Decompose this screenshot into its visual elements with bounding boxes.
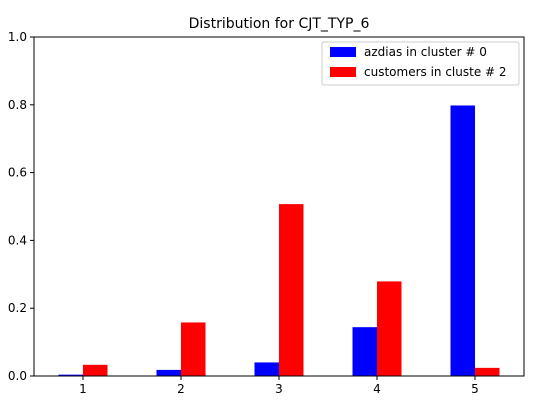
- bar-azdias-4: [352, 327, 377, 376]
- bar-customers-1: [83, 364, 108, 376]
- bar-customers-5: [475, 367, 500, 376]
- bar-customers-4: [377, 281, 402, 376]
- chart-title: Distribution for CJT_TYP_6: [189, 16, 370, 32]
- legend-swatch-customers: [330, 67, 356, 77]
- x-axis: 1 2 3 4 5: [79, 376, 479, 396]
- bar-azdias-1: [58, 374, 83, 376]
- bar-azdias-5: [450, 105, 475, 376]
- y-tick-label: 0.2: [8, 301, 27, 315]
- bar-azdias-2: [156, 369, 181, 376]
- y-tick-label: 0.4: [8, 233, 27, 247]
- bars-layer: [58, 105, 500, 376]
- x-tick-label: 2: [177, 382, 185, 396]
- bar-customers-3: [279, 204, 304, 376]
- x-tick-label: 5: [471, 382, 479, 396]
- legend-box: [321, 41, 520, 86]
- x-tick-label: 4: [373, 382, 381, 396]
- y-tick-label: 0.8: [8, 98, 27, 112]
- legend-label-customers: customers in cluste # 2: [364, 65, 507, 79]
- bar-azdias-3: [254, 362, 279, 376]
- legend-swatch-azdias: [330, 47, 356, 57]
- y-tick-label: 1.0: [8, 30, 27, 44]
- bar-customers-2: [181, 322, 206, 376]
- legend-label-azdias: azdias in cluster # 0: [364, 45, 487, 59]
- x-tick-label: 1: [79, 382, 87, 396]
- x-tick-label: 3: [275, 382, 283, 396]
- y-tick-label: 0.6: [8, 166, 27, 180]
- y-tick-label: 0.0: [8, 369, 27, 383]
- legend: azdias in cluster # 0 customers in clust…: [321, 41, 520, 86]
- y-axis: 0.0 0.2 0.4 0.6 0.8 1.0: [8, 30, 34, 383]
